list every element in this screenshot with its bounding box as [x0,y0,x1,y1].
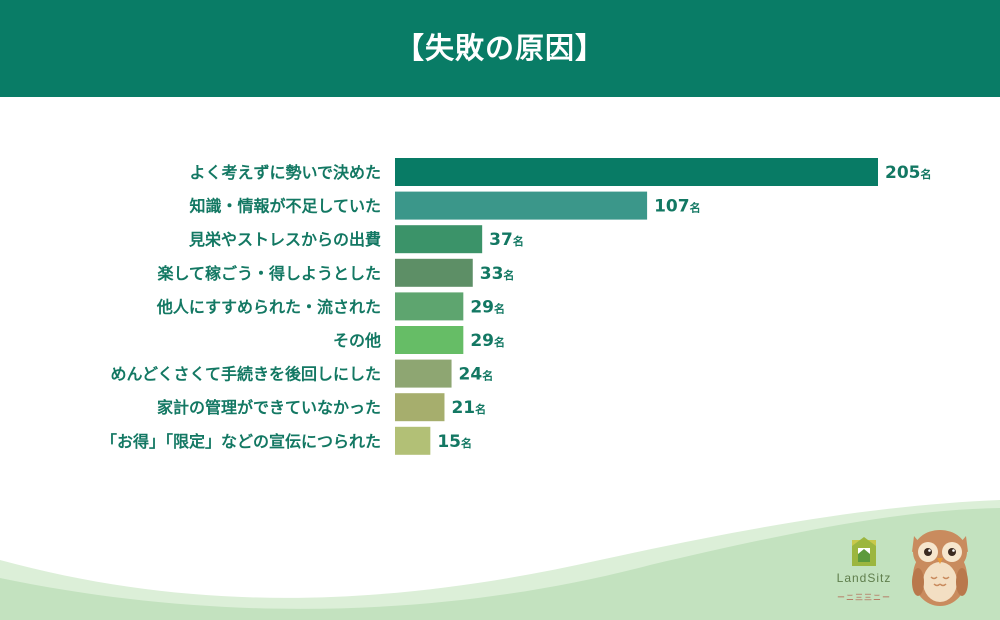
value-label: 33名 [480,264,515,284]
value-number: 205 [885,163,921,183]
bar [395,326,464,354]
category-label: 「お得」「限定」などの宣伝につられた [101,432,381,451]
value-number: 24 [459,365,483,385]
category-label: その他 [333,331,381,350]
value-unit: 名 [494,335,505,349]
bar [395,225,483,254]
wave-front [0,508,1000,620]
brand-name: LandSitz [836,571,892,585]
value-label: 24名 [459,365,494,385]
bar [395,191,648,220]
value-label: 15名 [437,432,472,452]
value-unit: 名 [921,167,932,181]
value-unit: 名 [503,268,514,282]
page-title: 【失敗の原因】 [394,30,605,65]
value-number: 33 [480,264,504,284]
landsitz-logo: LandSitz ーニ三三ニー [826,530,902,606]
bar [395,258,473,287]
value-label: 29名 [470,331,505,351]
bar [395,426,431,455]
category-label: 見栄やストレスからの出費 [188,230,381,249]
value-number: 107 [654,197,690,217]
value-label: 29名 [470,297,505,317]
bar [395,158,878,186]
brand-tagline: ーニ三三ニー [837,593,891,602]
value-unit: 名 [461,436,472,450]
value-number: 21 [451,398,475,418]
bar [395,359,452,388]
value-unit: 名 [494,301,505,315]
category-label: 他人にすすめられた・流された [156,297,381,316]
house-logo-icon [852,537,876,566]
bar [395,393,445,422]
value-number: 37 [489,230,513,250]
category-label: 家計の管理ができていなかった [157,398,381,417]
value-number: 29 [470,331,494,351]
category-label: よく考えずに勢いで決めた [189,163,381,182]
value-label: 107名 [654,197,701,217]
value-label: 205名 [885,163,932,183]
bar [395,292,464,321]
value-unit: 名 [690,201,701,215]
value-number: 29 [470,297,494,317]
category-label: 楽して稼ごう・得しようとした [156,264,381,283]
value-unit: 名 [513,234,524,248]
category-label: めんどくさくて手続きを後回しにした [110,365,381,384]
value-unit: 名 [475,402,486,416]
value-label: 37名 [489,230,524,250]
value-number: 15 [437,432,461,452]
value-unit: 名 [482,369,493,383]
owl-mascot-icon [912,530,968,606]
value-label: 21名 [451,398,486,418]
category-label: 知識・情報が不足していた [189,197,381,216]
header-banner: 【失敗の原因】 [0,0,1000,97]
